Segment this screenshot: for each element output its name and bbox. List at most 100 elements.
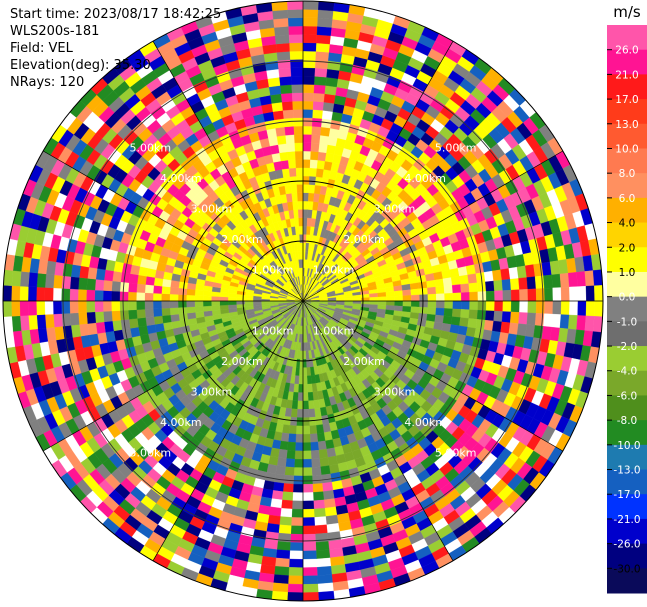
gate-cell [290,184,298,194]
gate-cell [320,465,331,476]
gate-cell [276,51,291,61]
gate-cell [552,300,562,315]
gate-cell [312,483,324,493]
gate-cell [288,17,304,27]
gate-cell [283,474,294,485]
gate-cell [315,549,331,560]
gate-cell [315,541,330,551]
gate-cell [186,312,197,320]
gate-cell [302,350,307,360]
gate-cell [219,296,229,302]
gate-cell [314,524,328,535]
gate-cell [326,447,337,458]
gate-cell [292,109,304,119]
gate-cell [302,492,314,502]
gate-cell [485,290,495,302]
gate-cell [442,315,453,325]
gate-cell [279,151,289,162]
gate-cell [559,272,570,288]
gate-cell [443,285,453,294]
gate-cell [308,400,315,410]
velocity-colorbar: m/s 26.0 21.0 17.0 13.0 10.0 8.0 6.0 4.0 2.0 1.0 0.… [607,3,647,594]
colorbar-tick-label: -4.0 [617,366,638,378]
gate-cell [302,0,319,10]
gate-cell [302,34,318,44]
ring-label: 2.00km [221,355,263,368]
gate-cell [298,375,304,385]
gate-cell [267,77,281,88]
gate-cell [119,281,130,292]
ring-label: 3.00km [374,386,416,399]
colorbar-tick-label: 10.0 [615,143,638,155]
gate-cell [86,311,96,324]
gate-cell [460,300,470,310]
gate-cell [295,425,304,435]
gate-cell [302,400,309,410]
gate-cell [294,150,304,160]
gate-cell [427,293,437,302]
gate-cell [307,383,313,393]
gate-cell [377,300,387,306]
gate-cell [492,269,503,282]
gate-cell [468,309,478,320]
gate-cell [310,142,320,152]
gate-cell [296,184,304,193]
gate-cell [302,50,317,60]
gate-cell [308,192,315,202]
gate-cell [279,76,292,86]
ring-label: 5.00km [130,447,172,460]
gate-cell [584,270,595,287]
gate-cell [44,313,55,329]
gate-cell [435,307,445,316]
gate-cell [552,287,562,302]
gate-cell [309,433,318,443]
gate-cell [302,100,314,110]
gate-cell [293,467,304,477]
gate-cell [272,582,289,593]
gate-cell [449,267,460,278]
velocity-gates [2,0,604,602]
gate-cell [352,297,362,302]
gate-cell [287,151,296,161]
gate-cell [94,300,104,313]
gate-cell [302,425,311,435]
gate-cell [293,125,304,135]
gate-cell [53,274,63,289]
gate-cell [459,274,469,285]
gate-cell [161,300,171,309]
gate-cell [275,42,291,53]
gate-cell [128,282,138,293]
gate-cell [302,558,318,568]
gate-cell [211,300,220,306]
colorbar-tick-label: 21.0 [615,69,638,81]
gate-cell [186,288,196,296]
gate-cell [136,292,146,302]
gate-cell [86,278,96,291]
gate-cell [452,300,462,310]
gate-cell [11,285,21,302]
gate-cell [119,300,129,311]
gate-cell [377,292,387,298]
gate-cell [78,312,88,325]
gate-cell [153,315,164,325]
gate-cell [128,309,138,320]
gate-cell [302,125,313,135]
gate-cell [270,93,283,104]
colorbar-tick-label: -6.0 [617,390,638,402]
colorbar-tick-label: 2.0 [619,242,636,254]
gate-cell [137,274,147,285]
gate-cell [302,184,310,193]
gate-cell [418,306,428,315]
gate-cell [427,300,437,309]
gate-cell [161,286,171,295]
gate-cell [36,272,47,288]
gate-cell [306,367,312,377]
gate-cell [94,279,105,291]
ring-label: 2.00km [221,233,263,246]
gate-cell [410,288,420,296]
gate-cell [52,287,62,302]
gate-cell [87,266,98,280]
gate-cell [153,285,163,294]
gate-cell [477,291,487,302]
gate-cell [460,309,470,319]
